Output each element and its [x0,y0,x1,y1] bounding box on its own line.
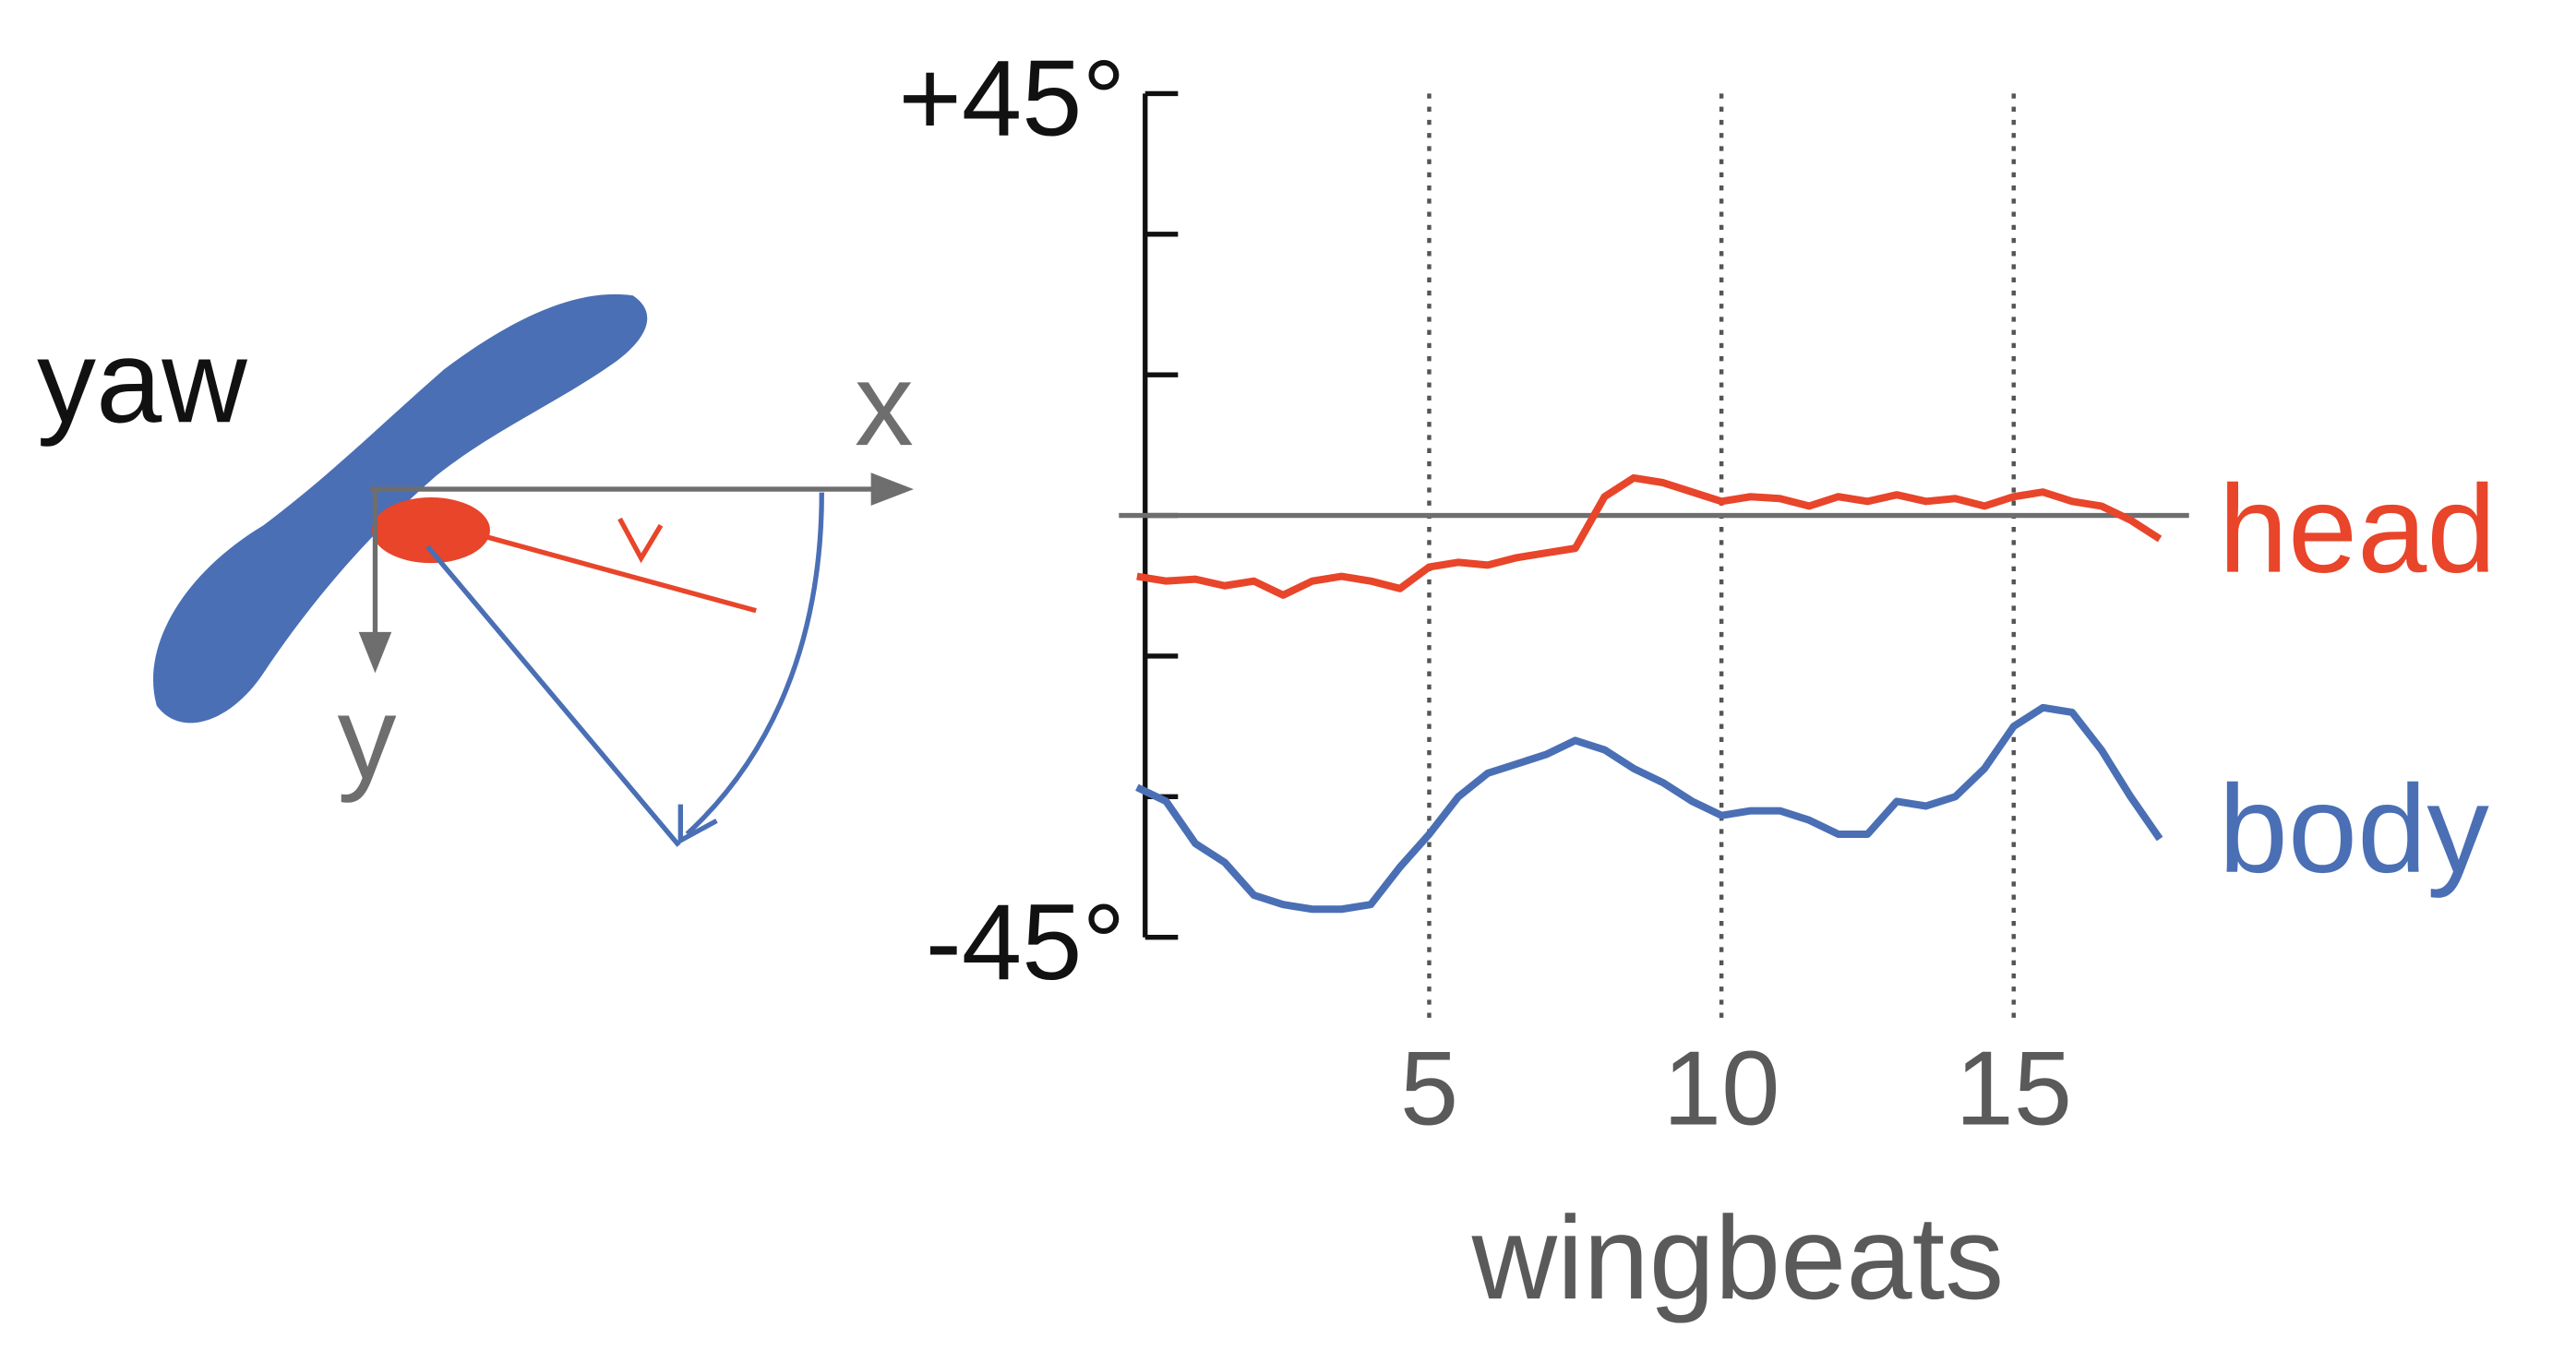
fly-head [371,496,490,564]
yaw-arc [685,492,824,836]
series-line [1135,703,2163,914]
arrowhead [677,804,718,845]
x-axis-label: x [855,339,914,471]
x-tick-label: 5 [1400,1030,1458,1147]
x-axis-title: wingbeats [1471,1192,2005,1324]
head-direction [443,522,757,614]
y-tick-label: +45° [898,38,1125,159]
body-direction [425,544,681,847]
x-tick-label: 10 [1663,1030,1780,1147]
head-angle-arrow [617,517,664,564]
y-axis-label: y [338,672,397,804]
arrowhead [358,631,392,674]
fly-diagram: yaw x y [37,293,914,847]
series-line [1136,473,2163,599]
series-label: body [2219,759,2490,899]
arrowhead [870,472,914,506]
y-tick-label: -45° [926,881,1126,1002]
x-tick-label: 15 [1955,1030,2072,1147]
series-label: head [2219,460,2497,599]
yaw-label: yaw [37,316,247,448]
